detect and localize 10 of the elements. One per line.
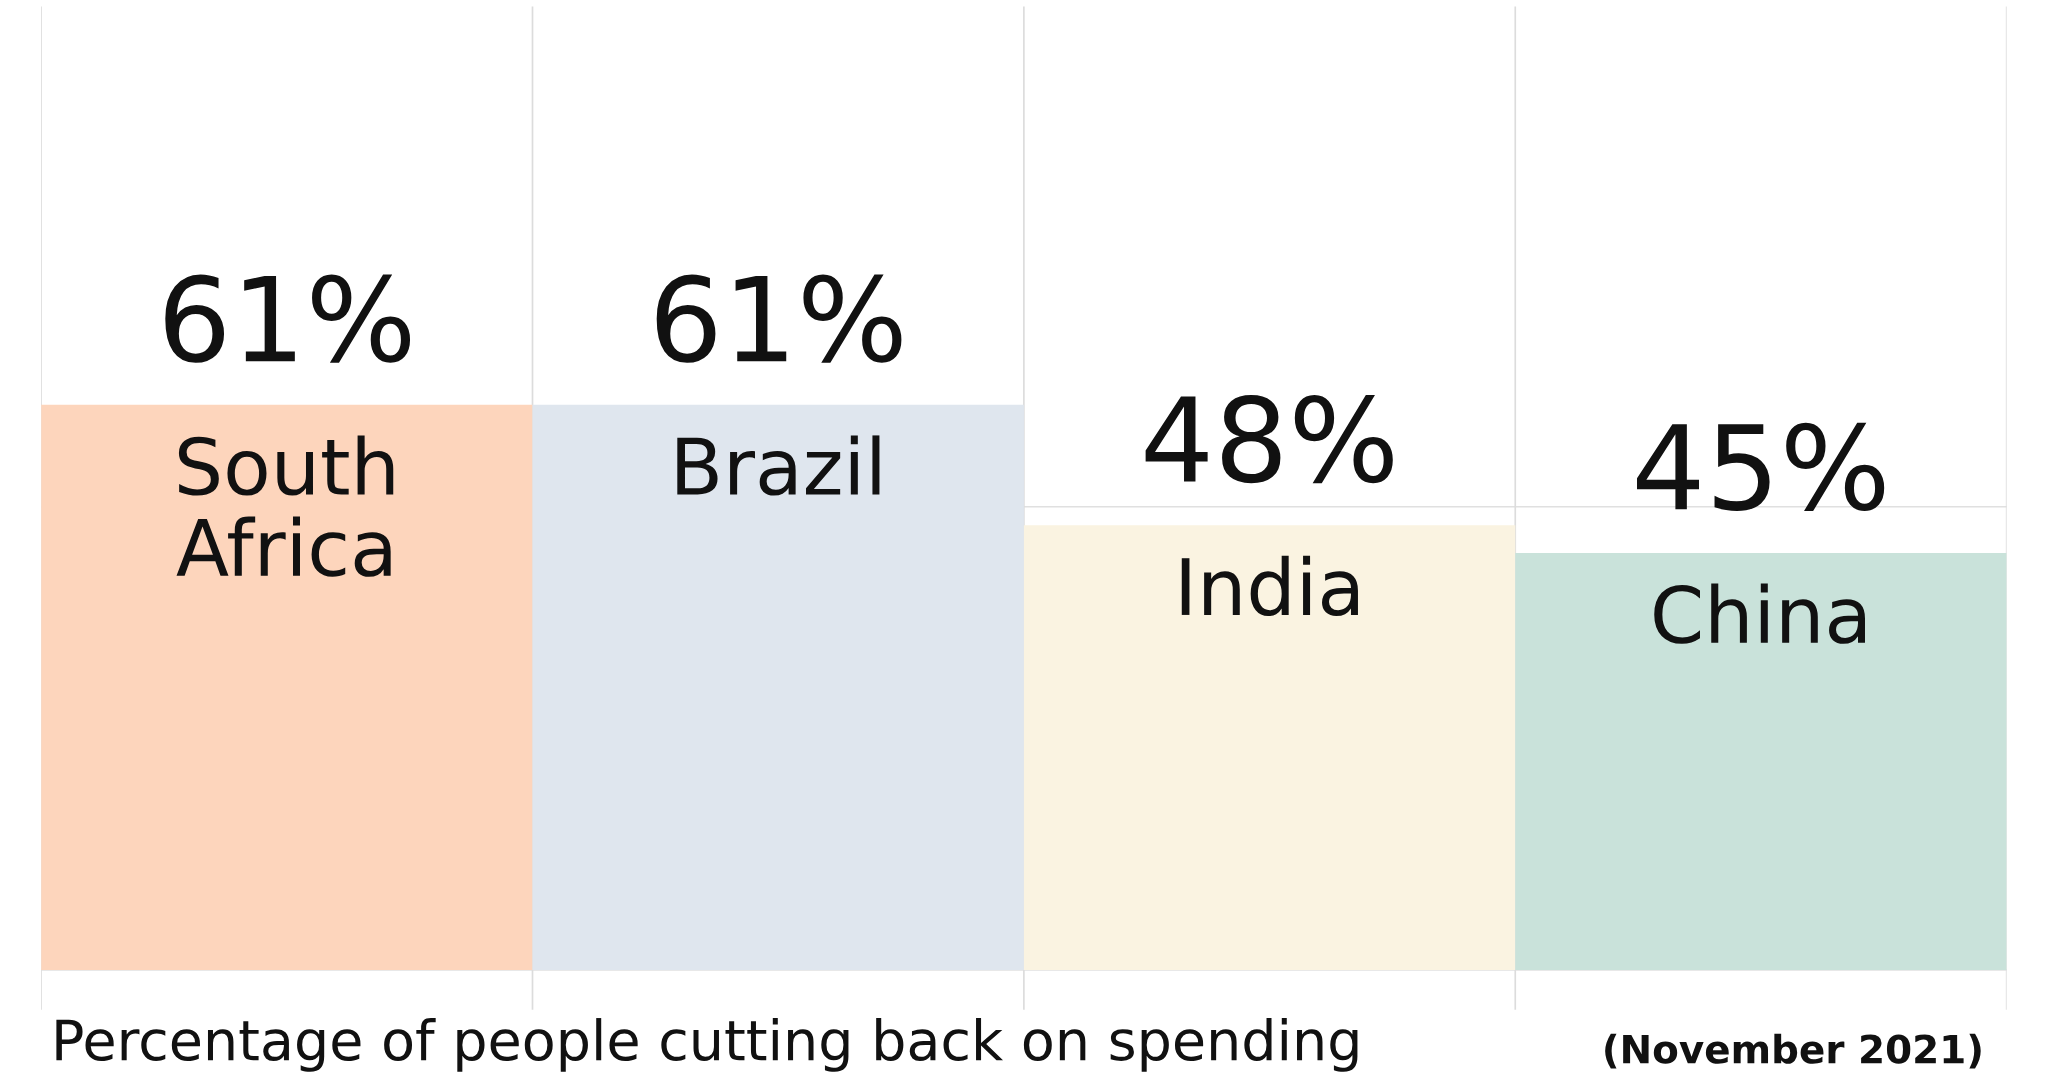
data-label: 45% xyxy=(1637,422,1885,512)
x-tick-label: South Africa xyxy=(176,435,394,577)
x-axis-title: Percentage of people cutting back on spending xyxy=(56,1018,1358,1072)
data-label: 48% xyxy=(1145,394,1393,484)
text: (November 2021) xyxy=(1605,1033,1981,1069)
x-tick-label: China xyxy=(1654,583,1865,644)
x-tick-label: India xyxy=(1181,555,1358,617)
data-label: 61% xyxy=(656,274,902,363)
data-label: 61% xyxy=(165,274,411,363)
x-tick-label: Brazil xyxy=(677,435,880,496)
